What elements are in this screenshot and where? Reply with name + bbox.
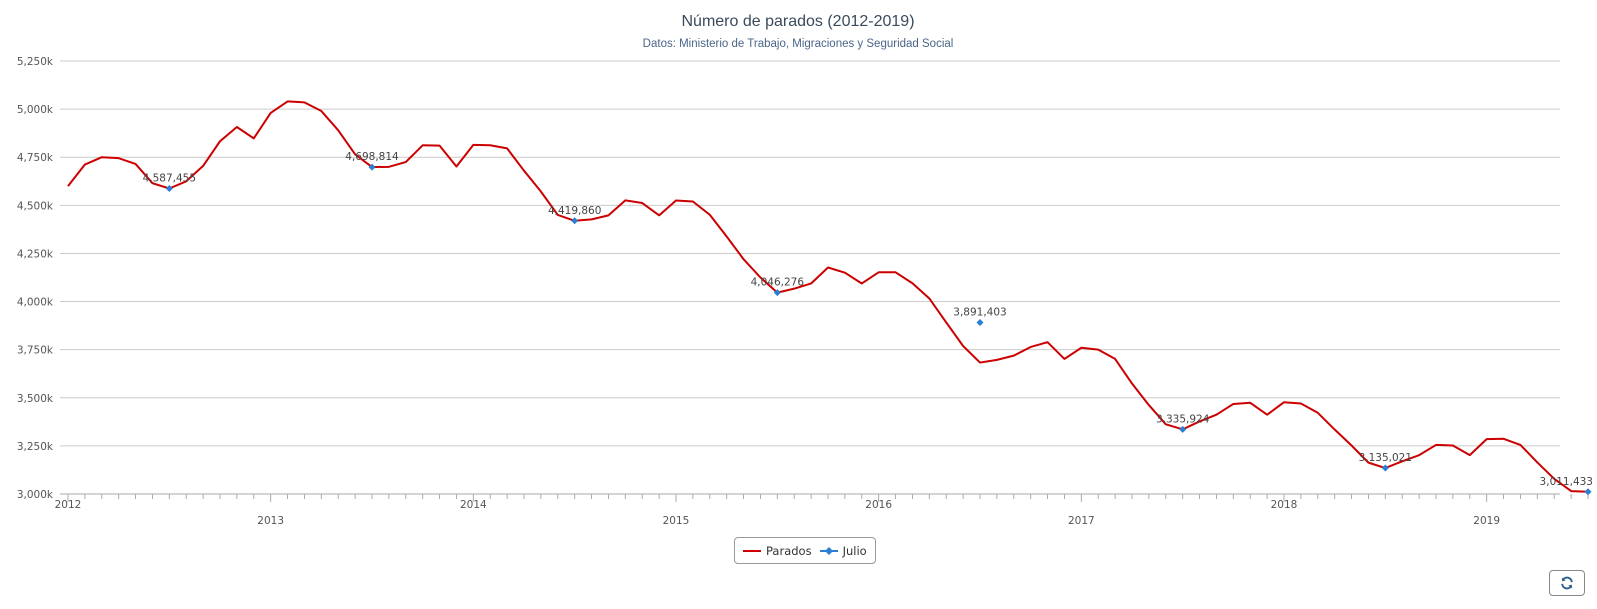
x-tick-label: 2015 [663, 515, 690, 527]
data-label: 4,587,455 [143, 173, 196, 185]
legend-line-swatch [743, 549, 761, 552]
x-tick-label: 2012 [55, 499, 82, 511]
y-tick-label: 5,000k [17, 104, 54, 116]
x-tick-label: 2017 [1068, 515, 1095, 527]
series-parados [67, 100, 1589, 493]
data-label: 4,046,276 [751, 277, 805, 289]
x-tick-label: 2014 [460, 499, 487, 511]
data-label: 3,891,403 [953, 306, 1006, 318]
refresh-icon [1561, 576, 1573, 590]
refresh-button[interactable] [1549, 570, 1585, 596]
y-tick-label: 3,750k [17, 345, 54, 357]
data-label: 3,135,021 [1359, 452, 1412, 464]
x-axis: 2012 2013 2014 2015 2016 2017 2018 2019 [55, 494, 1589, 527]
y-axis: 3,000k 3,250k 3,500k 3,750k 4,000k 4,250k 4,50… [17, 56, 54, 501]
legend: Parados Julio [734, 537, 876, 564]
data-point-julio [368, 163, 376, 171]
y-tick-label: 4,500k [17, 200, 54, 212]
data-point-julio [976, 318, 984, 326]
series-line-parados [67, 100, 1589, 493]
legend-label: Julio [842, 543, 867, 558]
chart-subtitle: Datos: Ministerio de Trabajo, Migracione… [643, 38, 954, 50]
data-point-julio [1179, 425, 1187, 433]
data-label: 4,698,814 [345, 151, 399, 163]
y-tick-label: 5,250k [17, 56, 54, 68]
y-tick-label: 3,000k [17, 489, 54, 501]
legend-label: Parados [766, 543, 812, 558]
legend-item-parados[interactable]: Parados [743, 544, 812, 558]
x-tick-label: 2016 [865, 499, 892, 511]
x-tick-label: 2019 [1473, 515, 1500, 527]
data-point-julio [773, 289, 781, 297]
data-point-julio [1584, 488, 1592, 496]
legend-marker-swatch [819, 546, 838, 555]
series-julio: 4,587,455 4,698,814 4,419,860 4,046,276 3,89… [143, 151, 1593, 496]
y-tick-label: 4,750k [17, 152, 54, 164]
y-tick-label: 3,250k [17, 441, 54, 453]
data-label: 4,419,860 [548, 205, 601, 217]
x-tick-label: 2018 [1271, 499, 1298, 511]
data-point-julio [165, 185, 173, 193]
data-point-julio [571, 217, 579, 225]
chart-title: Número de parados (2012-2019) [681, 13, 914, 30]
legend-item-julio[interactable]: Julio [819, 543, 867, 558]
x-tick-label: 2013 [257, 515, 284, 527]
y-tick-label: 3,500k [17, 393, 54, 405]
y-tick-label: 4,000k [17, 297, 54, 309]
data-label: 3,011,433 [1540, 476, 1593, 488]
data-point-julio [1381, 464, 1389, 472]
gridlines [60, 60, 1560, 495]
data-label: 3,335,924 [1156, 413, 1210, 425]
y-tick-label: 4,250k [17, 248, 54, 260]
